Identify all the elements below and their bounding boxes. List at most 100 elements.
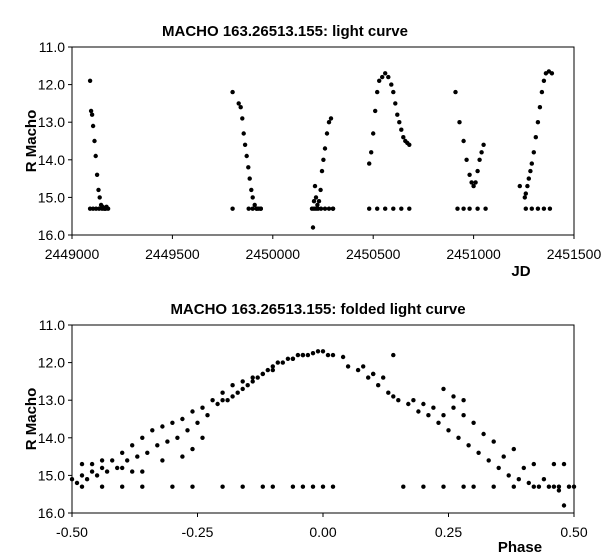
data-point bbox=[240, 484, 245, 489]
data-point bbox=[89, 461, 95, 467]
x-tick-label: 0.25 bbox=[435, 524, 462, 540]
data-point bbox=[399, 206, 404, 211]
data-point bbox=[376, 383, 381, 388]
data-point bbox=[225, 398, 230, 403]
data-point bbox=[99, 465, 105, 471]
data-point bbox=[381, 375, 386, 380]
data-point bbox=[522, 195, 527, 200]
data-point bbox=[456, 435, 461, 440]
data-point bbox=[461, 484, 466, 489]
data-point bbox=[180, 454, 185, 459]
data-point bbox=[464, 157, 469, 162]
data-point bbox=[466, 443, 471, 448]
data-point bbox=[330, 352, 336, 358]
data-point bbox=[535, 206, 541, 211]
data-point bbox=[491, 484, 496, 489]
data-point bbox=[310, 225, 316, 230]
data-point bbox=[79, 484, 85, 489]
data-point bbox=[441, 386, 446, 392]
data-point bbox=[471, 420, 476, 425]
data-point bbox=[244, 153, 249, 159]
y-tick-label: 15.0 bbox=[38, 467, 65, 483]
data-point bbox=[130, 469, 135, 474]
data-point bbox=[88, 108, 94, 114]
data-point bbox=[391, 394, 396, 399]
data-point bbox=[401, 135, 406, 140]
data-point bbox=[367, 206, 372, 211]
data-point bbox=[551, 484, 557, 489]
data-point bbox=[501, 454, 506, 459]
data-point bbox=[250, 195, 255, 200]
data-point bbox=[230, 383, 235, 388]
data-point bbox=[250, 206, 255, 211]
data-point bbox=[236, 101, 241, 106]
x-tick-label: 2451000 bbox=[446, 246, 501, 262]
y-tick-label: 13.0 bbox=[38, 392, 65, 408]
data-point bbox=[386, 390, 391, 395]
data-point bbox=[401, 484, 406, 489]
data-point bbox=[446, 428, 451, 433]
data-point bbox=[92, 138, 97, 144]
data-point bbox=[300, 352, 306, 358]
data-point bbox=[93, 153, 98, 159]
data-point bbox=[190, 484, 195, 489]
data-point bbox=[120, 465, 125, 471]
data-point bbox=[270, 364, 275, 369]
data-point bbox=[125, 458, 130, 463]
data-point bbox=[561, 503, 567, 508]
data-point bbox=[531, 461, 536, 467]
data-point bbox=[255, 375, 260, 380]
data-point bbox=[247, 176, 252, 181]
data-point bbox=[556, 484, 562, 489]
data-point bbox=[491, 439, 496, 444]
data-point bbox=[389, 82, 394, 87]
data-point bbox=[397, 120, 402, 125]
data-point bbox=[391, 352, 396, 358]
data-point bbox=[285, 356, 291, 361]
data-point bbox=[475, 206, 480, 211]
data-point bbox=[235, 390, 240, 395]
data-point bbox=[140, 435, 145, 440]
data-point bbox=[537, 105, 543, 110]
x-tick-label: -0.50 bbox=[56, 524, 88, 540]
data-point bbox=[373, 108, 378, 114]
data-point bbox=[571, 484, 577, 489]
data-point bbox=[523, 191, 528, 196]
data-point bbox=[230, 89, 235, 95]
data-point bbox=[326, 206, 332, 211]
light-curve-plot-frame bbox=[71, 46, 575, 236]
data-point bbox=[200, 405, 205, 410]
data-point bbox=[453, 89, 458, 95]
data-point bbox=[310, 484, 316, 489]
data-point bbox=[536, 484, 542, 489]
data-point bbox=[90, 123, 96, 129]
light-curve-x-axis-label: JD bbox=[511, 263, 530, 280]
data-point bbox=[96, 187, 101, 193]
data-point bbox=[386, 74, 391, 80]
data-point bbox=[97, 195, 102, 200]
data-point bbox=[160, 424, 165, 429]
data-point bbox=[260, 484, 265, 489]
x-tick-label: 0.00 bbox=[309, 524, 336, 540]
data-point bbox=[290, 484, 296, 489]
data-point bbox=[275, 360, 280, 365]
data-point bbox=[539, 89, 545, 95]
data-point bbox=[523, 206, 528, 211]
light-curve-y-ticks: 11.0 12.0 13.0 14.0 15.0 16.0 bbox=[38, 39, 72, 243]
data-point bbox=[486, 458, 491, 463]
data-point bbox=[230, 206, 235, 211]
data-point bbox=[120, 484, 125, 489]
data-point bbox=[318, 187, 323, 193]
data-point bbox=[295, 352, 301, 358]
x-tick-label: 2449000 bbox=[45, 246, 100, 262]
folded-light-curve-points bbox=[69, 349, 577, 508]
data-point bbox=[320, 349, 326, 354]
data-point bbox=[366, 375, 371, 380]
data-point bbox=[170, 420, 175, 425]
data-point bbox=[318, 206, 324, 211]
data-point bbox=[241, 131, 246, 136]
data-point bbox=[319, 168, 325, 174]
data-point bbox=[475, 168, 480, 174]
data-point bbox=[155, 443, 160, 448]
